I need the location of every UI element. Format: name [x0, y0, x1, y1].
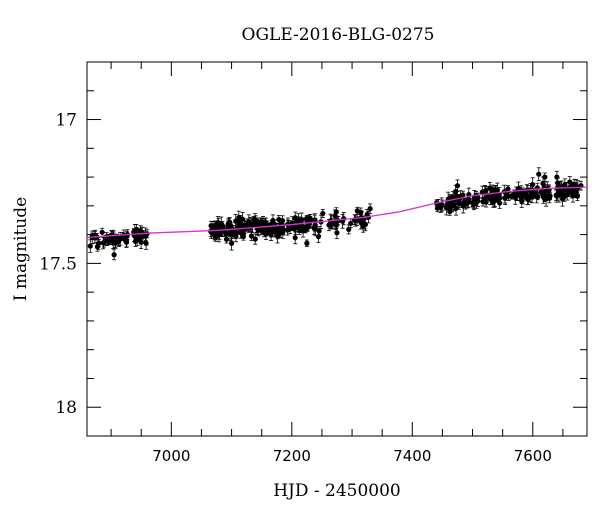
- model-curve-group: [86, 186, 588, 239]
- data-point: [505, 186, 511, 192]
- data-point: [367, 206, 373, 212]
- data-point: [487, 185, 493, 191]
- data-point: [542, 174, 548, 180]
- model-curve: [86, 186, 588, 239]
- data-point: [239, 221, 245, 228]
- x-axis-label: HJD - 2450000: [273, 481, 401, 501]
- data-point: [542, 193, 548, 199]
- x-tick-label: 7200: [273, 447, 311, 465]
- data-point: [364, 211, 370, 218]
- x-tick-label: 7600: [514, 447, 552, 465]
- data-point: [247, 221, 253, 227]
- data-point: [571, 185, 577, 192]
- data-point: [471, 200, 477, 207]
- data-point: [248, 233, 255, 239]
- data-point: [535, 194, 541, 200]
- x-tick-label: 7400: [393, 447, 431, 465]
- data-point: [493, 192, 500, 199]
- data-point: [252, 236, 258, 242]
- data-point: [465, 199, 472, 205]
- data-point: [87, 243, 93, 249]
- data-point: [96, 240, 102, 246]
- data-point: [512, 194, 518, 200]
- data-point: [439, 202, 445, 208]
- data-point: [454, 183, 461, 189]
- y-tick-label: 18: [55, 398, 77, 418]
- data-point: [211, 232, 218, 238]
- data-point: [461, 199, 467, 205]
- data-point: [243, 223, 249, 229]
- data-point: [89, 233, 95, 239]
- data-point: [300, 224, 306, 230]
- data-point: [506, 193, 512, 199]
- data-point: [112, 240, 119, 246]
- data-point: [215, 225, 221, 231]
- data-point: [228, 240, 235, 246]
- data-point: [235, 223, 241, 230]
- y-axis-label: I magnitude: [11, 197, 31, 301]
- data-point: [257, 221, 263, 227]
- plot-frame: [86, 61, 588, 437]
- data-point: [490, 199, 496, 205]
- data-point: [100, 240, 106, 246]
- data-point: [567, 179, 573, 185]
- data-point: [131, 229, 137, 235]
- data-point: [446, 200, 452, 206]
- data-point: [276, 216, 282, 223]
- data-point: [354, 208, 360, 214]
- data-point: [251, 216, 257, 223]
- data-point: [560, 190, 566, 196]
- data-point: [453, 205, 459, 211]
- data-point: [536, 171, 542, 177]
- data-point: [271, 225, 277, 231]
- chart-title: OGLE-2016-BLG-0275: [242, 25, 435, 45]
- data-points-group: [87, 167, 584, 261]
- data-point: [105, 239, 112, 245]
- data-point: [523, 191, 529, 198]
- data-point: [292, 215, 298, 221]
- data-point: [304, 240, 310, 246]
- data-point: [447, 208, 453, 215]
- y-tick-label: 17: [55, 111, 77, 131]
- data-point: [274, 233, 281, 239]
- data-point: [333, 209, 339, 215]
- data-point: [111, 252, 117, 258]
- axis-ticks: [87, 61, 587, 437]
- data-point: [346, 226, 352, 233]
- data-point: [483, 199, 489, 205]
- data-point: [228, 231, 235, 238]
- data-point: [270, 217, 276, 224]
- data-point: [362, 221, 368, 227]
- data-point: [99, 229, 105, 235]
- data-point: [320, 210, 326, 217]
- data-point: [284, 227, 291, 233]
- data-point: [554, 174, 560, 180]
- data-point: [316, 228, 322, 234]
- data-point: [553, 193, 560, 199]
- tick-labels-group: 7000 7200 7400 7600 17 17.5 18: [39, 111, 552, 465]
- data-point: [123, 239, 130, 245]
- data-point: [334, 230, 340, 236]
- y-tick-label: 17.5: [39, 254, 77, 274]
- data-point: [143, 240, 149, 246]
- data-point: [348, 220, 354, 226]
- data-point: [278, 227, 285, 233]
- data-point: [292, 235, 298, 241]
- data-point: [515, 185, 522, 192]
- data-point: [240, 231, 247, 237]
- data-point: [223, 231, 229, 237]
- data-point: [223, 236, 230, 242]
- data-point: [460, 192, 466, 198]
- x-tick-label: 7000: [152, 447, 190, 465]
- data-point: [530, 190, 536, 196]
- data-point: [544, 188, 551, 194]
- data-point: [135, 234, 141, 240]
